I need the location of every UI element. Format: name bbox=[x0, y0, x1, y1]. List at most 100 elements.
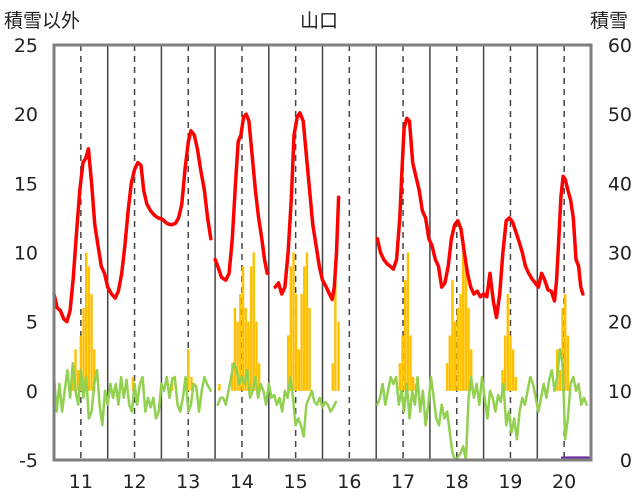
precipitation-bar bbox=[85, 252, 88, 391]
precipitation-bar bbox=[190, 377, 193, 391]
precipitation-bar bbox=[448, 335, 451, 391]
left-tick-label: 0 bbox=[26, 381, 38, 403]
precipitation-bar bbox=[255, 321, 258, 391]
precipitation-bar bbox=[244, 307, 247, 391]
precipitation-bar bbox=[561, 307, 564, 391]
left-axis-label: 積雪以外 bbox=[4, 10, 81, 32]
precipitation-bar bbox=[233, 307, 237, 391]
precipitation-bar bbox=[82, 307, 85, 391]
chart-title: 山口 bbox=[300, 10, 339, 32]
precipitation-bar bbox=[292, 252, 295, 391]
wind-line bbox=[52, 361, 213, 427]
precipitation-bar bbox=[187, 349, 190, 391]
precipitation-bar bbox=[398, 363, 402, 391]
series-lines bbox=[52, 111, 590, 462]
x-tick-label: 17 bbox=[391, 471, 415, 493]
precipitation-bar bbox=[257, 363, 261, 391]
plot-frame bbox=[52, 43, 593, 462]
precipitation-bar bbox=[406, 252, 410, 391]
precipitation-bar bbox=[241, 266, 245, 391]
precipitation-bar bbox=[303, 266, 306, 391]
x-tick-label: 12 bbox=[122, 471, 146, 493]
precipitation-bar bbox=[131, 377, 135, 391]
precipitation-bar bbox=[74, 349, 77, 391]
precipitation-bar bbox=[461, 252, 465, 391]
precipitation-bar bbox=[294, 294, 298, 391]
precipitation-bar bbox=[464, 266, 468, 391]
precipitation-bar bbox=[331, 363, 334, 391]
right-tick-label: 30 bbox=[608, 243, 632, 265]
x-tick-label: 15 bbox=[284, 471, 308, 493]
precipitation-bar bbox=[412, 377, 415, 391]
x-tick-label: 16 bbox=[337, 471, 361, 493]
precipitation-bar bbox=[403, 280, 407, 391]
right-tick-label: 20 bbox=[608, 312, 632, 334]
precipitation-bar bbox=[453, 321, 457, 391]
precipitation-bar bbox=[566, 335, 570, 391]
precipitation-bar bbox=[286, 335, 290, 391]
precipitation-bar bbox=[249, 266, 253, 391]
precipitation-bar bbox=[456, 307, 460, 391]
precipitation-bar bbox=[470, 349, 473, 391]
precipitation-bar bbox=[558, 370, 562, 391]
tick-labels: -5 0 5 10 15 20 25 0 10 20 30 40 50 60 11 12 13 14 15 16 17 1… bbox=[14, 35, 632, 493]
precipitation-bar bbox=[87, 266, 91, 391]
precipitation-bar bbox=[236, 321, 239, 391]
precipitation-bar bbox=[90, 294, 93, 391]
precipitation-bar bbox=[300, 294, 303, 391]
precipitation-bar bbox=[409, 335, 412, 391]
precipitation-bar bbox=[247, 321, 250, 391]
temperature-line bbox=[52, 129, 213, 324]
wind-line bbox=[216, 361, 338, 438]
left-tick-label: 5 bbox=[26, 312, 38, 334]
right-tick-label: 10 bbox=[608, 381, 632, 403]
right-tick-label: 40 bbox=[608, 173, 632, 195]
temperature-line bbox=[213, 112, 269, 282]
x-tick-label: 13 bbox=[176, 471, 200, 493]
precipitation-bar bbox=[289, 266, 293, 391]
right-tick-label: 50 bbox=[608, 104, 632, 126]
temperature-line bbox=[375, 116, 585, 320]
wind-line bbox=[376, 348, 588, 462]
left-tick-label: 10 bbox=[14, 243, 38, 265]
precipitation-bar bbox=[467, 307, 470, 391]
precipitation-bar bbox=[334, 266, 337, 391]
precipitation-bar bbox=[93, 349, 96, 391]
precipitation-bar bbox=[401, 335, 404, 391]
x-tick-label: 11 bbox=[69, 471, 93, 493]
precipitation-bar bbox=[511, 349, 515, 391]
precipitation-bars bbox=[71, 252, 570, 391]
temperature-line bbox=[273, 111, 341, 302]
precipitation-bar bbox=[305, 252, 309, 391]
right-axis-label: 積雪 bbox=[590, 10, 629, 32]
precipitation-bar bbox=[71, 370, 75, 391]
left-tick-label: 20 bbox=[14, 104, 38, 126]
precipitation-bar bbox=[451, 280, 454, 391]
x-tick-label: 20 bbox=[552, 471, 576, 493]
precipitation-bar bbox=[218, 383, 221, 391]
left-tick-label: 15 bbox=[14, 173, 38, 195]
precipitation-bar bbox=[564, 294, 567, 391]
left-tick-label: -5 bbox=[19, 450, 38, 472]
precipitation-bar bbox=[509, 335, 512, 391]
precipitation-bar bbox=[297, 349, 301, 391]
right-tick-label: 60 bbox=[608, 35, 632, 57]
precipitation-bar bbox=[506, 294, 509, 391]
precipitation-bar bbox=[79, 335, 83, 391]
left-tick-label: 25 bbox=[14, 35, 38, 57]
precipitation-bar bbox=[503, 335, 507, 391]
x-tick-label: 18 bbox=[445, 471, 469, 493]
precipitation-bar bbox=[501, 370, 504, 391]
precipitation-bar bbox=[514, 377, 518, 391]
x-tick-label: 19 bbox=[498, 471, 522, 493]
precipitation-bar bbox=[239, 294, 242, 391]
precipitation-bar bbox=[445, 363, 449, 391]
precipitation-bar bbox=[76, 370, 80, 391]
precipitation-bar bbox=[308, 307, 311, 391]
precipitation-bar bbox=[337, 321, 340, 391]
precipitation-bar bbox=[459, 294, 462, 391]
x-tick-label: 14 bbox=[230, 471, 254, 493]
right-tick-label: 0 bbox=[620, 450, 632, 472]
precipitation-bar bbox=[252, 252, 255, 391]
